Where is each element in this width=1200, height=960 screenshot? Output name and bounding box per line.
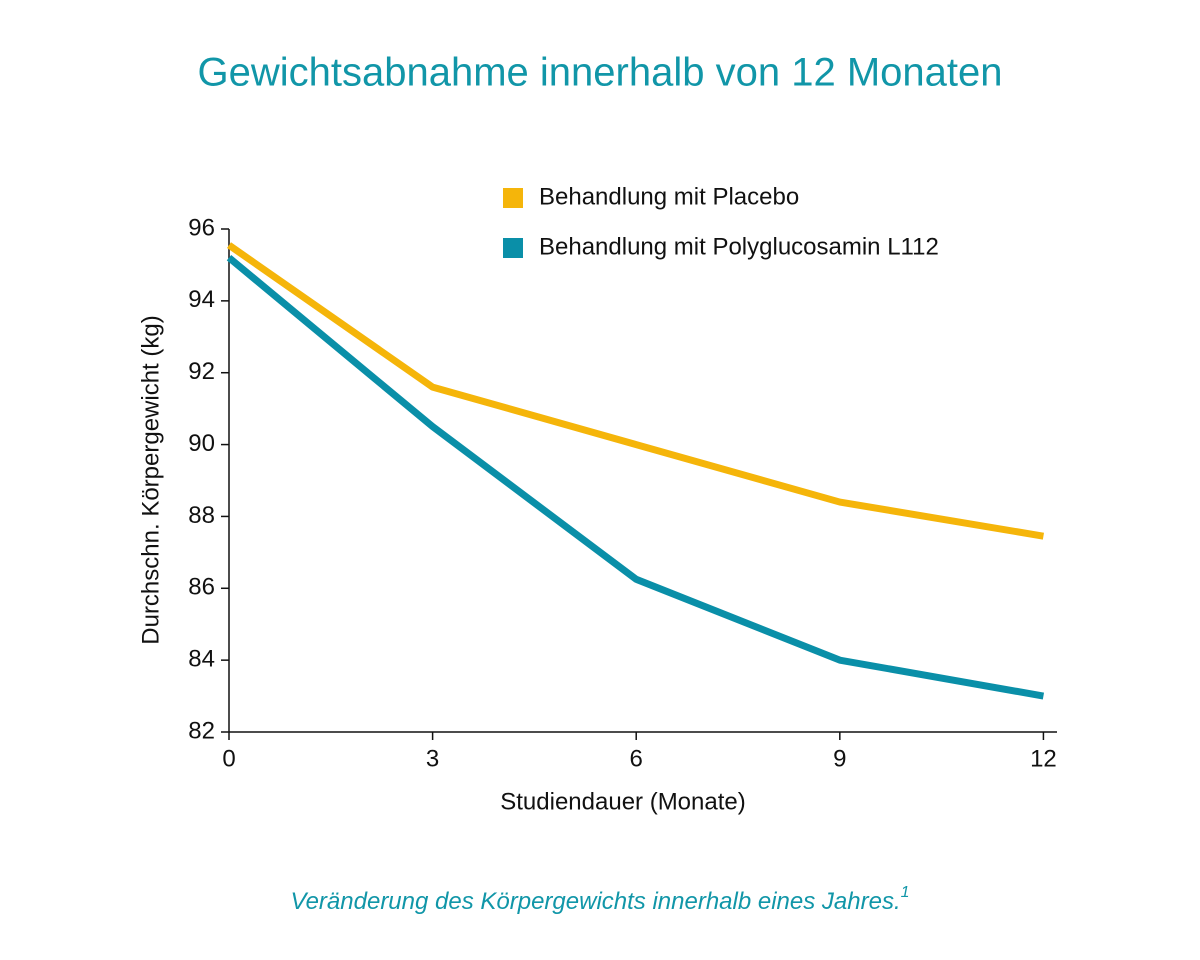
legend-label: Behandlung mit Polyglucosamin L112 xyxy=(539,233,939,260)
x-axis-label: Studiendauer (Monate) xyxy=(500,788,745,815)
x-tick-label: 6 xyxy=(630,745,643,772)
footnote-ref: 1 xyxy=(901,884,910,901)
y-tick-label: 92 xyxy=(188,358,215,385)
y-tick-label: 94 xyxy=(188,286,215,313)
x-tick-label: 3 xyxy=(426,745,439,772)
footnote-text: Veränderung des Körpergewichts innerhalb… xyxy=(290,888,900,915)
y-tick-label: 86 xyxy=(188,574,215,601)
y-tick-label: 96 xyxy=(188,214,215,241)
x-tick-label: 12 xyxy=(1030,745,1057,772)
footnote: Veränderung des Körpergewichts innerhalb… xyxy=(290,884,909,915)
data-line xyxy=(226,242,1045,540)
legend-label: Behandlung mit Placebo xyxy=(539,183,799,210)
y-tick-label: 90 xyxy=(188,430,215,457)
x-tick-label: 0 xyxy=(222,745,235,772)
data-line xyxy=(226,255,1045,700)
y-tick-label: 82 xyxy=(188,717,215,744)
y-axis-label: Durchschn. Körpergewicht (kg) xyxy=(137,315,164,644)
legend-swatch xyxy=(503,238,523,258)
y-tick-label: 84 xyxy=(188,645,215,672)
y-tick-label: 88 xyxy=(188,502,215,529)
chart-title: Gewichtsabnahme innerhalb von 12 Monaten xyxy=(198,51,1003,95)
x-tick-label: 9 xyxy=(833,745,846,772)
legend-swatch xyxy=(503,188,523,208)
